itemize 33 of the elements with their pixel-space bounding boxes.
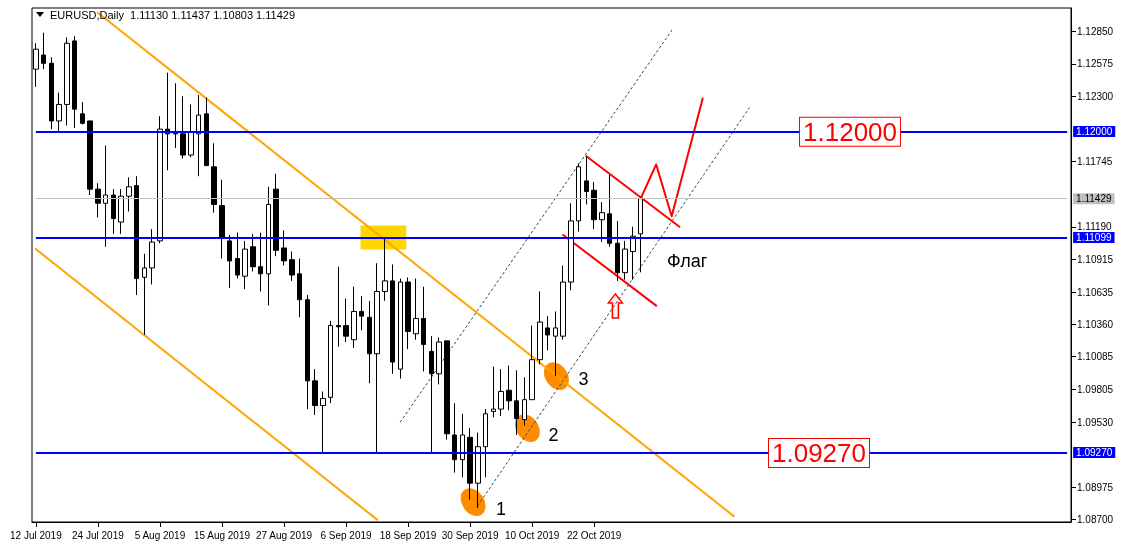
y-tick-label: 1.10360 <box>1077 318 1114 330</box>
x-tick-label: 10 Oct 2019 <box>504 529 560 541</box>
x-tick-label: 22 Oct 2019 <box>566 529 622 541</box>
x-tick-label: 6 Sep 2019 <box>320 529 373 541</box>
annotation: Флаг <box>667 250 708 271</box>
x-tick-label: 30 Sep 2019 <box>441 529 499 541</box>
y-tick-label: 1.11745 <box>1077 155 1113 167</box>
annotation: 2 <box>548 425 559 446</box>
annotation: 1 <box>496 499 507 520</box>
ref-line-label: 1.12000 <box>1076 126 1113 137</box>
x-tick-label: 5 Aug 2019 <box>134 529 186 541</box>
x-tick-label: 27 Aug 2019 <box>255 529 313 541</box>
y-tick-label: 1.11190 <box>1077 221 1113 233</box>
y-tick-label: 1.12575 <box>1077 58 1114 70</box>
x-tick-label: 18 Sep 2019 <box>379 529 437 541</box>
y-tick-label: 1.12300 <box>1077 90 1114 102</box>
annotation: 1.09270 <box>772 438 866 469</box>
y-tick-label: 1.10635 <box>1077 286 1114 298</box>
y-tick-label: 1.09530 <box>1077 416 1114 428</box>
y-tick-label: 1.12850 <box>1077 26 1114 38</box>
y-tick-label: 1.09805 <box>1077 384 1114 396</box>
annotation: 1.12000 <box>803 116 898 147</box>
ref-line-label: 1.11099 <box>1076 231 1112 243</box>
ref-line-label: 1.09270 <box>1076 447 1113 459</box>
y-tick-label: 1.08975 <box>1077 481 1114 493</box>
y-tick-label: 1.10085 <box>1077 351 1114 363</box>
x-tick-label: 15 Aug 2019 <box>193 529 251 541</box>
y-tick-label: 1.08700 <box>1077 514 1114 526</box>
x-tick-label: 12 Jul 2019 <box>10 529 63 541</box>
y-tick-label: 1.10915 <box>1077 253 1114 265</box>
ref-line-label: 1.11429 <box>1076 193 1112 205</box>
annotation: 3 <box>578 369 589 390</box>
x-tick-label: 24 Jul 2019 <box>72 529 125 541</box>
